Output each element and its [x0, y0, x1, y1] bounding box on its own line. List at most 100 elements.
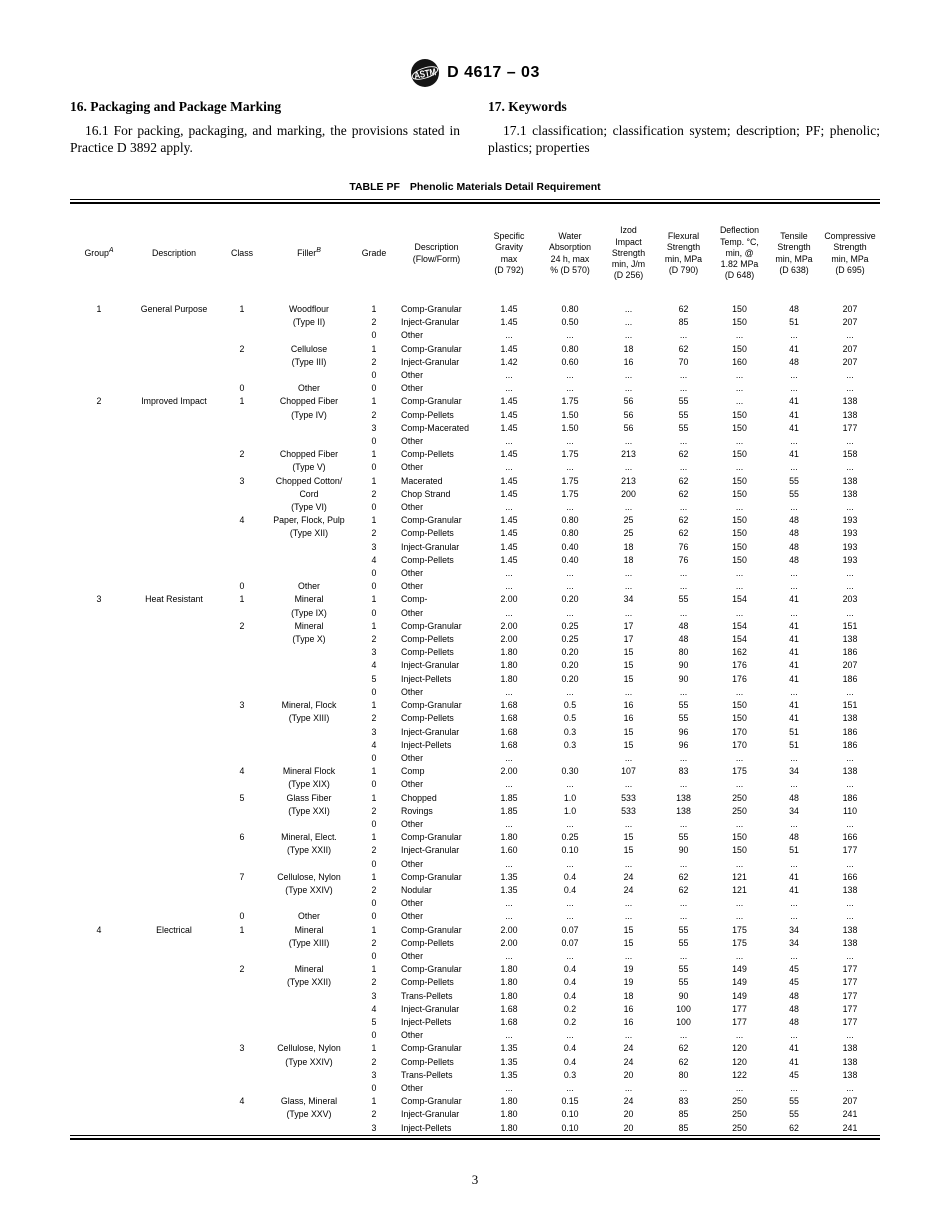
- table-cell: ...: [505, 911, 513, 922]
- table-cell: ...: [566, 607, 574, 618]
- table-cell: 0.25: [561, 832, 579, 843]
- table-cell: [128, 607, 220, 620]
- table-cell: [128, 1069, 220, 1082]
- table-cell: (Type II): [292, 317, 326, 328]
- table-cell: 16: [623, 1016, 634, 1027]
- table-cell: ...: [846, 502, 854, 513]
- table-cell: 0: [371, 330, 377, 341]
- table-cell: Other: [401, 1082, 424, 1093]
- pf-table-area: TABLE PF Phenolic Materials Detail Requir…: [70, 181, 880, 1140]
- table-row: 3 Heat Resistant 1 Mineral 1 Comp- 2.00 0.20 34 5…: [70, 593, 880, 606]
- table-cell: 175: [732, 937, 747, 948]
- table-cell: 2: [371, 317, 377, 328]
- table-cell: 16: [623, 1003, 634, 1014]
- table-title: TABLE PF Phenolic Materials Detail Requir…: [70, 181, 880, 193]
- table-cell: ...: [790, 502, 798, 513]
- table-cell: ...: [505, 370, 513, 381]
- table-cell: 15: [623, 924, 634, 935]
- table-cell: [70, 871, 128, 884]
- table-cell: 2.00: [500, 924, 518, 935]
- table-cell: [70, 884, 128, 897]
- table-cell: ...: [679, 779, 688, 790]
- table-cell: [70, 1042, 128, 1055]
- table-cell: ...: [679, 607, 688, 618]
- table-row: 4 Inject-Granular 1.68 0.2 16 100 177 48 177: [70, 1003, 880, 1016]
- table-cell: 170: [732, 739, 747, 750]
- table-cell: 1.45: [500, 475, 518, 486]
- table-cell: ...: [624, 436, 633, 447]
- table-cell: ...: [679, 898, 688, 909]
- table-cell: ...: [624, 568, 633, 579]
- table-cell: ...: [679, 383, 688, 394]
- table-cell: Chopped Cotton/: [275, 475, 343, 486]
- table-cell: ...: [735, 383, 744, 394]
- table-cell: 0: [371, 686, 377, 697]
- table-cell: [128, 950, 220, 963]
- table-cell: 15: [623, 739, 634, 750]
- table-cell: 15: [623, 937, 634, 948]
- table-cell: 1.75: [561, 475, 579, 486]
- table-cell: [128, 844, 220, 857]
- table-cell: ...: [566, 779, 574, 790]
- table-cell: [264, 567, 354, 580]
- table-cell: ...: [566, 370, 574, 381]
- table-cell: 3: [239, 700, 245, 711]
- table-cell: ...: [790, 752, 798, 763]
- table-cell: [220, 739, 264, 752]
- table-cell: 3: [239, 1043, 245, 1054]
- table-cell: 207: [842, 660, 858, 671]
- table-cell: 1.42: [500, 356, 518, 367]
- table-cell: 207: [842, 317, 858, 328]
- table-cell: [264, 673, 354, 686]
- table-cell: ...: [735, 370, 744, 381]
- table-cell: 203: [842, 594, 858, 605]
- table-cell: Comp-Granular: [401, 1096, 462, 1107]
- table-cell: Comp-Granular: [401, 964, 462, 975]
- table-cell: Comp-Pellets: [401, 554, 454, 565]
- table-cell: 138: [842, 884, 858, 895]
- table-cell: 1: [371, 396, 377, 407]
- table-cell: ...: [846, 436, 854, 447]
- table-cell: 3: [371, 1122, 377, 1133]
- table-cell: ...: [846, 950, 854, 961]
- table-cell: 56: [623, 396, 634, 407]
- table-cell: [70, 488, 128, 501]
- table-cell: 41: [789, 396, 799, 407]
- table-cell: 1: [371, 304, 377, 314]
- table-cell: 138: [842, 1043, 858, 1054]
- table-cell: [128, 356, 220, 369]
- table-cell: 48: [678, 634, 689, 645]
- table-cell: 0.4: [563, 964, 577, 975]
- table-cell: 2: [239, 449, 245, 460]
- table-cell: 0: [371, 370, 377, 381]
- table-cell: 25: [623, 528, 634, 539]
- table-cell: 90: [678, 660, 689, 671]
- table-cell: 207: [842, 304, 858, 314]
- table-cell: ...: [566, 1082, 574, 1093]
- table-cell: 138: [842, 488, 858, 499]
- table-cell: Comp-Granular: [401, 304, 462, 314]
- table-cell: 55: [678, 924, 689, 935]
- table-cell: 1: [371, 475, 377, 486]
- table-cell: 1.45: [500, 449, 518, 460]
- table-cell: 207: [842, 356, 858, 367]
- table-cell: 1.0: [563, 805, 577, 816]
- table-cell: ...: [505, 950, 513, 961]
- table-cell: 0: [371, 858, 377, 869]
- table-cell: 90: [678, 990, 689, 1001]
- table-cell: 0.50: [561, 317, 579, 328]
- table-row: 0 Other.....................: [70, 858, 880, 871]
- table-cell: [70, 448, 128, 461]
- table-cell: 2.00: [500, 620, 518, 631]
- table-cell: [70, 1056, 128, 1069]
- table-cell: (Type XXII): [287, 977, 331, 988]
- table-cell: 186: [842, 673, 858, 684]
- table-cell: [70, 1069, 128, 1082]
- table-cell: 62: [678, 449, 689, 460]
- table-cell: ...: [846, 858, 854, 869]
- table-cell: [128, 1122, 220, 1135]
- table-cell: 0.2: [563, 1003, 577, 1014]
- table-cell: 2: [96, 396, 102, 407]
- table-cell: ...: [505, 436, 513, 447]
- table-row: (Type XXII) 2 Inject-Granular 1.60 0.10 15 90 1…: [70, 844, 880, 857]
